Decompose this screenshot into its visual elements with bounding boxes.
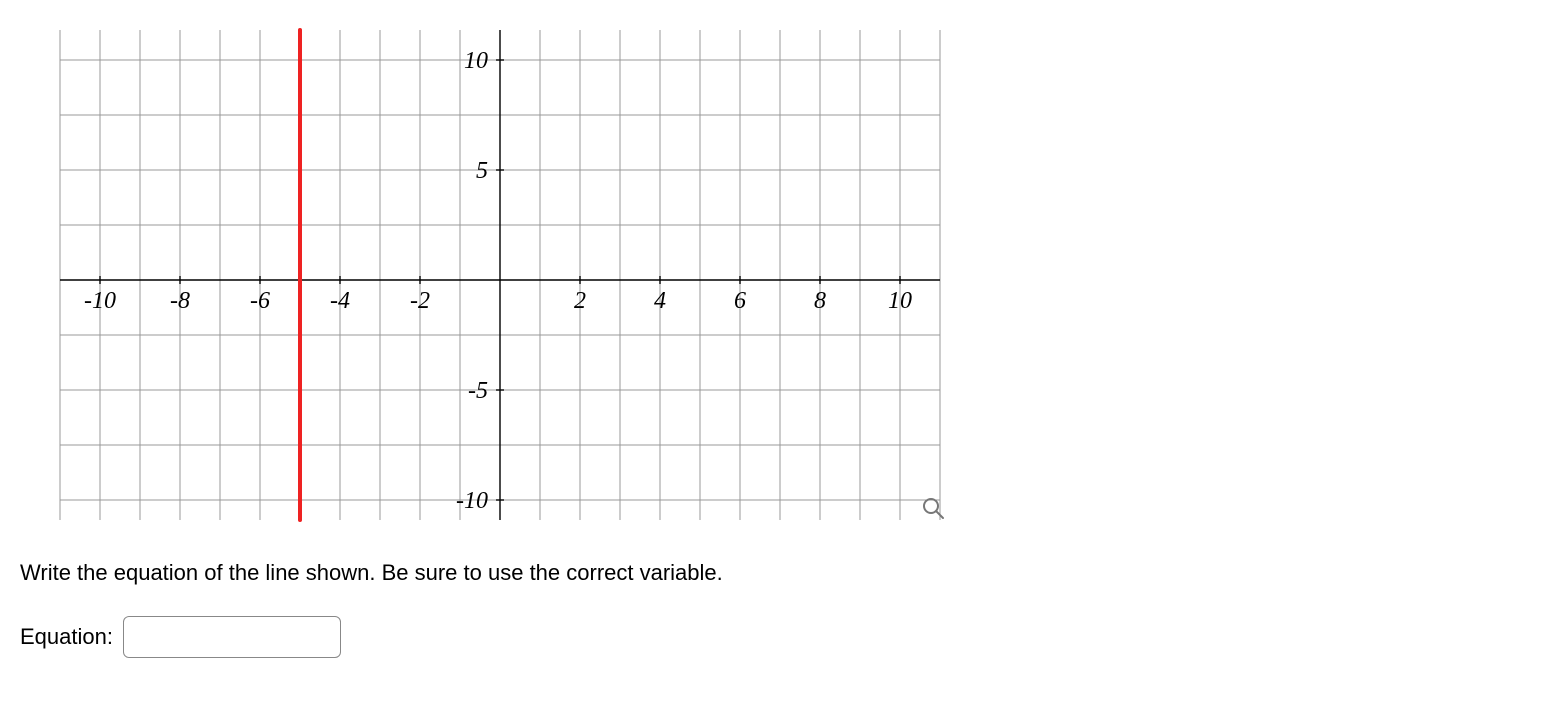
y-axis-label: 5: [476, 158, 488, 184]
prompt-text: Write the equation of the line shown. Be…: [20, 560, 1528, 586]
equation-input[interactable]: [123, 616, 341, 658]
equation-label: Equation:: [20, 624, 113, 650]
chart-svg: -10 -8 -6 -4 -2 2 4 6 8 10 10 5 -5 -10: [20, 20, 950, 530]
x-axis-label: -10: [84, 288, 116, 314]
y-axis-label: 10: [464, 48, 488, 74]
x-axis-label: 10: [888, 288, 912, 314]
x-axis-label: 2: [574, 288, 586, 314]
x-axis-label: 6: [734, 288, 746, 314]
x-axis-label: -4: [330, 288, 350, 314]
y-axis-label: -10: [456, 488, 488, 514]
coordinate-chart: -10 -8 -6 -4 -2 2 4 6 8 10 10 5 -5 -10: [20, 20, 950, 530]
x-axis-label: -2: [410, 288, 430, 314]
answer-row: Equation:: [20, 616, 1528, 658]
x-axis-label: 8: [814, 288, 826, 314]
x-axis-label: 4: [654, 288, 666, 314]
y-axis-label: -5: [468, 378, 488, 404]
x-axis-label: -8: [170, 288, 190, 314]
x-axis-label: -6: [250, 288, 270, 314]
zoom-icon[interactable]: [921, 496, 945, 520]
